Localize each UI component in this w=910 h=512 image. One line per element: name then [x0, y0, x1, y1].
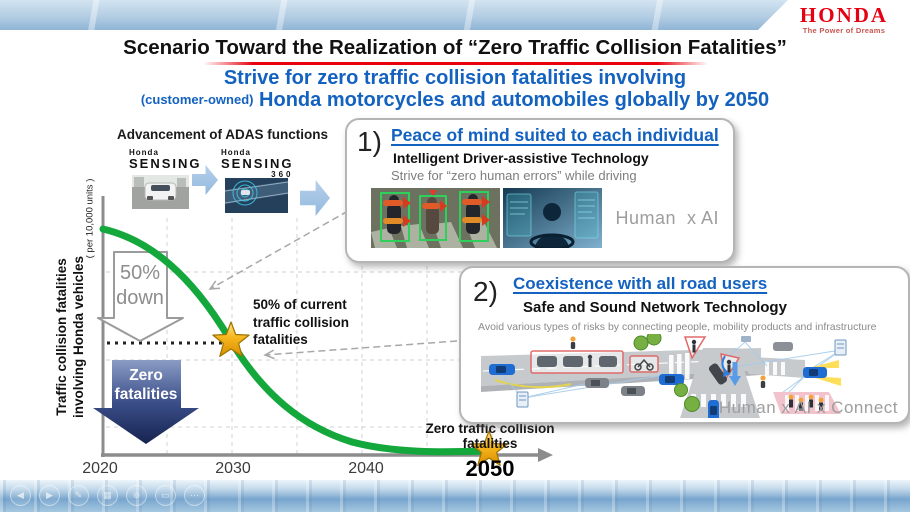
x-tick-2040: 2040 [348, 460, 384, 477]
x-tick-2030: 2030 [215, 460, 251, 477]
next-slide-icon[interactable]: ▶ [39, 485, 60, 506]
honda-sensing-360-logo: Honda SENSING 360 [221, 148, 294, 179]
road-network-illustration [481, 334, 847, 418]
top-decoration-bar [0, 0, 788, 30]
pen-icon[interactable]: ✎ [68, 485, 89, 506]
slide-title: Scenario Toward the Realization of “Zero… [123, 36, 787, 59]
sensing-360-photo [225, 178, 288, 213]
progression-arrow-icon-2 [300, 180, 330, 216]
bottom-decoration-bar [0, 480, 910, 512]
fifty-percent-down-label: 50% down [116, 262, 164, 309]
milestone-star-2030 [212, 321, 250, 357]
honda-sensing-logo: Honda SENSING [129, 148, 202, 170]
sensing-maker: Honda [129, 148, 159, 157]
panel-coexistence: 2) Coexistence with all road users Safe … [459, 266, 910, 424]
adas-heading: Advancement of ADAS functions [116, 127, 329, 142]
x-tick-2050: 2050 [465, 456, 515, 481]
panel1-subheading: Intelligent Driver-assistive Technology [393, 150, 649, 166]
honda-wordmark: HONDA [799, 3, 889, 27]
subtitle-main: Honda motorcycles and automobiles global… [253, 89, 770, 111]
sensing360-product: SENSING [221, 156, 294, 171]
panel2-number: 2) [473, 276, 498, 307]
zoom-icon[interactable]: ⊚ [126, 485, 147, 506]
panel2-tagline: Human x AI x Connect [718, 398, 898, 417]
honda-tagline: The Power of Dreams [802, 26, 886, 35]
sensing-product: SENSING [129, 156, 202, 171]
panel-peace-of-mind: 1) Peace of mind suited to each individu… [345, 118, 735, 263]
pedestrian-detection-photo [371, 188, 500, 248]
subtitle-line-1: Strive for zero traffic collision fatali… [223, 67, 687, 89]
sensing360-variant: 360 [271, 170, 294, 179]
subtitle-line-2: (customer-owned) Honda motorcycles and a… [0, 89, 910, 112]
previous-slide-icon[interactable]: ◀ [10, 485, 31, 506]
see-all-slides-icon[interactable]: ▦ [97, 485, 118, 506]
honda-logo: HONDA The Power of Dreams [788, 3, 900, 36]
x-tick-2020: 2020 [82, 460, 118, 477]
panel1-description: Strive for “zero human errors” while dri… [391, 168, 637, 183]
sensing360-maker: Honda [221, 148, 251, 157]
title-underline [203, 62, 708, 65]
zero-fatalities-label: Zero fatalities [114, 367, 178, 403]
more-options-icon[interactable]: ⋯ [184, 485, 205, 506]
annotation-2050: Zero traffic collision fatalities [425, 421, 555, 451]
panel1-number: 1) [357, 126, 382, 157]
annotation-2030: 50% of current traffic collision fatalit… [253, 297, 350, 347]
panel1-tagline: Human x AI [615, 208, 719, 228]
subtitle-prefix: (customer-owned) [140, 92, 254, 107]
slideshow-controls: ◀ ▶ ✎ ▦ ⊚ ▭ ⋯ [10, 485, 205, 506]
panel1-photos [371, 188, 602, 248]
honda-sensing-photo [132, 175, 189, 209]
panel2-subheading: Safe and Sound Network Technology [523, 299, 787, 316]
panel2-heading: Coexistence with all road users [513, 274, 768, 293]
driver-monitoring-photo [503, 188, 602, 248]
y-axis-units: ( per 10,000 units ) [84, 178, 96, 259]
panel1-heading: Peace of mind suited to each individual [391, 125, 719, 145]
captions-icon[interactable]: ▭ [155, 485, 176, 506]
server-icons [516, 336, 847, 408]
panel2-description: Avoid various types of risks by connecti… [478, 321, 877, 333]
